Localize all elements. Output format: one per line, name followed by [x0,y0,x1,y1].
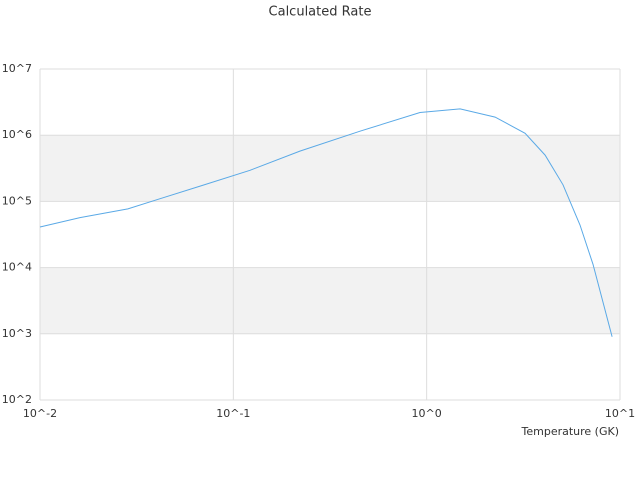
x-tick-label: 10^0 [412,407,442,420]
y-tick-label: 10^6 [2,128,32,141]
y-tick-label: 10^4 [2,261,32,274]
y-tick-label: 10^3 [2,327,32,340]
chart-title: Calculated Rate [269,5,372,20]
grid-band [40,267,620,334]
y-tick-label: 10^2 [2,393,32,406]
y-tick-label: 10^7 [2,62,32,75]
x-tick-label: 10^-1 [216,407,250,420]
x-tick-label: 10^1 [605,407,635,420]
y-tick-label: 10^5 [2,194,32,207]
x-axis-label: Temperature (GK) [521,425,620,438]
x-tick-label: 10^-2 [23,407,57,420]
grid-band [40,135,620,202]
line-series [39,108,613,337]
